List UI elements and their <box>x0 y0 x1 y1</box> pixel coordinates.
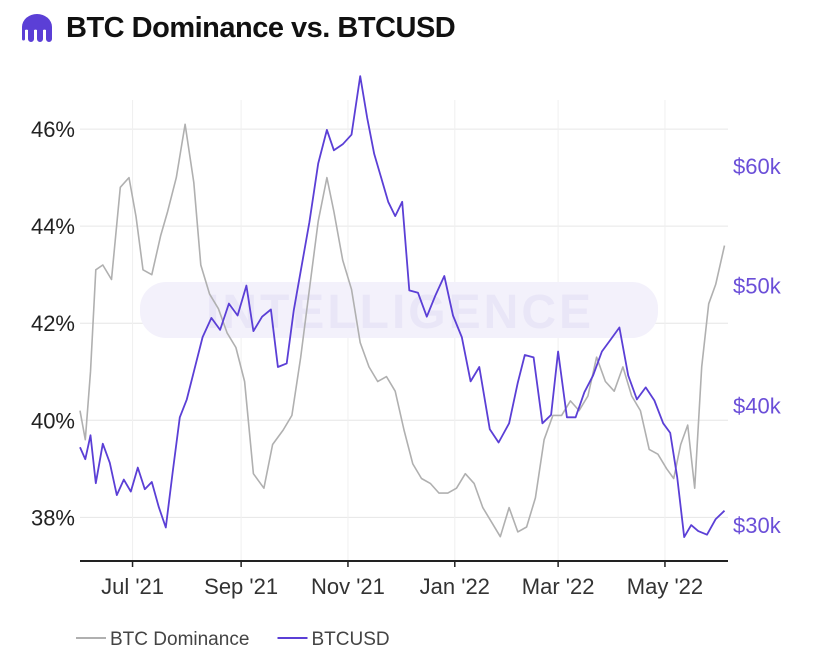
y-right-tick-label: $50k <box>733 274 782 299</box>
x-tick-label: Mar '22 <box>522 574 595 599</box>
x-tick-label: May '22 <box>627 574 703 599</box>
y-left-tick-label: 44% <box>31 214 75 239</box>
legend-label: BTCUSD <box>312 629 390 650</box>
x-tick-label: Jan '22 <box>420 574 490 599</box>
watermark-text: INTELLIGENCE <box>206 286 594 339</box>
y-left-tick-label: 38% <box>31 505 75 530</box>
right-axis: $30k $40k $50k $60k <box>733 154 782 538</box>
x-axis: Jul '21 Sep '21 Nov '21 Jan '22 Mar '22 May '… <box>80 560 728 599</box>
series-line-btcusd <box>79 75 726 538</box>
y-right-tick-label: $40k <box>733 393 782 418</box>
x-tick-label: Nov '21 <box>311 574 385 599</box>
legend-label: BTC Dominance <box>110 629 249 650</box>
left-axis: 38% 40% 42% 44% 46% <box>31 117 75 530</box>
y-right-tick-label: $60k <box>733 154 782 179</box>
x-tick-label: Sep '21 <box>204 574 278 599</box>
series-line-btc-dominance <box>79 123 726 538</box>
x-tick-label: Jul '21 <box>101 574 164 599</box>
y-left-tick-label: 46% <box>31 117 75 142</box>
y-left-tick-label: 42% <box>31 311 75 336</box>
series-lines <box>79 75 726 538</box>
chart-title: BTC Dominance vs. BTCUSD <box>66 11 456 44</box>
y-left-tick-label: 40% <box>31 408 75 433</box>
watermark: INTELLIGENCE <box>140 282 658 339</box>
chart-header: BTC Dominance vs. BTCUSD <box>18 10 456 46</box>
legend: BTC Dominance BTCUSD <box>76 629 390 650</box>
kraken-logo-icon <box>22 14 52 42</box>
y-right-tick-label: $30k <box>733 513 782 538</box>
